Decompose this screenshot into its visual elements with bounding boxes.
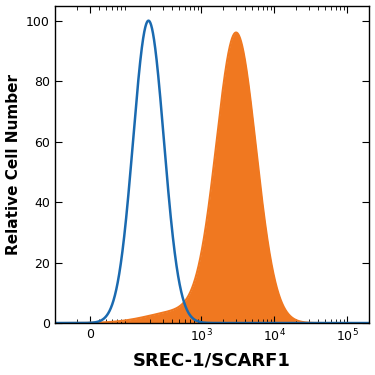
Y-axis label: Relative Cell Number: Relative Cell Number <box>6 74 21 255</box>
X-axis label: SREC-1/SCARF1: SREC-1/SCARF1 <box>133 351 291 369</box>
